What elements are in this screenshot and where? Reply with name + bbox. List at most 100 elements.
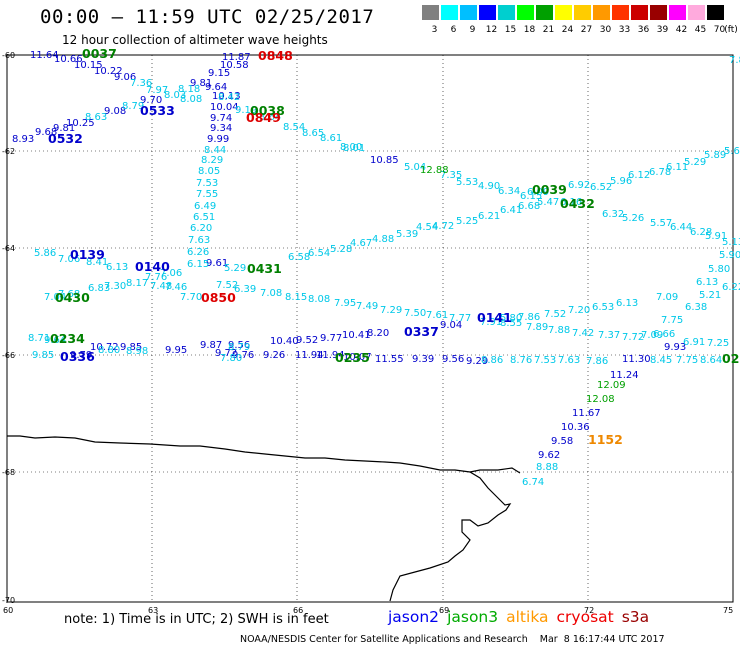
- wave-height-label: 7.06: [160, 268, 182, 279]
- wave-height-label: 8.93: [12, 134, 34, 145]
- wave-height-label: 5.91: [705, 231, 727, 242]
- wave-height-label: 5.28: [330, 244, 352, 255]
- wave-height-label: 10.40: [270, 336, 299, 347]
- legend-item-altika: altika: [506, 608, 549, 626]
- wave-height-label: 11.30: [622, 354, 651, 365]
- wave-height-label: 8.18: [178, 84, 200, 95]
- latitude-label: -60: [2, 51, 15, 60]
- colorbar-cell: [612, 5, 629, 20]
- wave-height-label: 7.48: [150, 281, 172, 292]
- colorbar-cell: [669, 5, 686, 20]
- colorbar-tick-label: 27: [580, 25, 593, 35]
- wave-height-label: 7.52: [544, 309, 566, 320]
- wave-height-label: 8.05: [198, 166, 220, 177]
- wave-height-label: 7.97: [146, 85, 168, 96]
- legend-item-cryosat: cryosat: [556, 608, 614, 626]
- wave-height-label: 5.60: [724, 146, 740, 157]
- pass-time-label: 0850: [201, 290, 236, 305]
- wave-height-label: 6.21: [478, 211, 500, 222]
- wave-height-label: 9.76: [232, 350, 254, 361]
- wave-height-label: 10.13: [212, 91, 241, 102]
- wave-height-label: 5.86: [34, 248, 56, 259]
- colorbar-tick-label: 15: [504, 25, 517, 35]
- map-grid: [7, 55, 733, 602]
- colorbar-tick-label: 45: [694, 25, 707, 35]
- wave-height-label: 8.00: [340, 142, 362, 153]
- wave-height-label: 7.04: [44, 292, 66, 303]
- wave-height-label: 6.11: [666, 162, 688, 173]
- wave-height-label: 8.64: [700, 355, 722, 366]
- latitude-labels: -60 -62 -64 -66 -68 -70: [2, 51, 15, 605]
- longitude-label: 60: [3, 606, 13, 615]
- wave-height-label: 7.49: [356, 301, 378, 312]
- wave-height-label: 8.86: [481, 355, 503, 366]
- wave-height-label: 7.8: [729, 55, 740, 66]
- wave-height-label: 11.87: [222, 52, 251, 63]
- colorbar-cell: [536, 5, 553, 20]
- longitude-label: 69: [439, 606, 449, 615]
- wave-height-label: 7.55: [196, 189, 218, 200]
- latitude-label: -70: [2, 596, 15, 605]
- wave-height-label: 7.29: [380, 305, 402, 316]
- wave-height-label: 8.44: [204, 145, 226, 156]
- wave-height-label: 6.53: [592, 302, 614, 313]
- wave-height-label: 8.88: [536, 462, 558, 473]
- wave-height-label: 7.20: [568, 305, 590, 316]
- wave-height-label: 8.29: [201, 155, 223, 166]
- wave-height-label: 8.80: [98, 345, 120, 356]
- pass-time-label: 0141: [477, 310, 512, 325]
- wave-height-label: 7.76: [145, 272, 167, 283]
- wave-height-label: 8.42: [218, 92, 240, 103]
- wave-height-label: 7.53: [534, 355, 556, 366]
- wave-height-label: 7.46: [165, 282, 187, 293]
- wave-height-label: 6.68: [518, 201, 540, 212]
- wave-height-label: 8.01: [343, 143, 365, 154]
- wave-height-label: 4.90: [478, 181, 500, 192]
- wave-height-label: 9.64: [44, 335, 66, 346]
- colorbar-tick-label: 70: [713, 25, 726, 35]
- wave-height-label: 5.89: [704, 150, 726, 161]
- wave-height-label: 6.54: [308, 248, 330, 259]
- wave-height-label: 9.56: [442, 354, 464, 365]
- wave-height-label: 7.75: [676, 355, 698, 366]
- colorbar-tick-label: 6: [450, 25, 457, 35]
- wave-height-label: 7.63: [188, 235, 210, 246]
- colorbar-tick-label: 30: [599, 25, 612, 35]
- wave-height-label: 5.96: [610, 176, 632, 187]
- wave-height-label: 9.70: [140, 95, 162, 106]
- colorbar-tick-label: 21: [542, 25, 555, 35]
- wave-height-label: 8.45: [650, 355, 672, 366]
- pass-time-label: 0337: [404, 324, 439, 339]
- wave-height-label: 7.70: [180, 292, 202, 303]
- wave-height-label: 6.34: [498, 186, 520, 197]
- wave-height-label: 6.58: [288, 252, 310, 263]
- pass-time-label: 0849: [246, 110, 281, 125]
- page-subtitle: 12 hour collection of altimeter wave hei…: [62, 33, 328, 47]
- wave-height-label: 9.34: [210, 123, 232, 134]
- colorbar-cell: [631, 5, 648, 20]
- longitude-label: 75: [723, 606, 733, 615]
- colorbar-tick-label: 18: [523, 25, 536, 35]
- colorbar-tick-label: 3: [431, 25, 438, 35]
- wave-height-label: 10.41: [342, 330, 371, 341]
- wave-height-label: 8.76: [510, 355, 532, 366]
- wave-height-label: 9.19: [235, 105, 257, 116]
- mission-legend: jason2 jason3 altika cryosat s3a: [388, 608, 657, 626]
- wave-height-label: 10.85: [370, 155, 399, 166]
- colorbar-tick-label: 39: [656, 25, 669, 35]
- wave-height-label: 9.77: [320, 333, 342, 344]
- legend-item-jason3: jason3: [447, 608, 499, 626]
- wave-height-label: 12.09: [597, 380, 626, 391]
- colorbar-unit: (ft): [724, 25, 738, 35]
- wave-height-label: 11.67: [572, 408, 601, 419]
- wave-height-label: 5.39: [396, 229, 418, 240]
- colorbar-cell: [574, 5, 591, 20]
- wave-height-label: 9.61: [206, 258, 228, 269]
- wave-height-label: 5.80: [500, 313, 522, 324]
- pass-time-label: 0430: [55, 290, 90, 305]
- coastline: [7, 435, 512, 602]
- wave-height-label: 9.85: [120, 342, 142, 353]
- wave-height-label: 5.53: [456, 177, 478, 188]
- wave-height-label: 9.64: [205, 82, 227, 93]
